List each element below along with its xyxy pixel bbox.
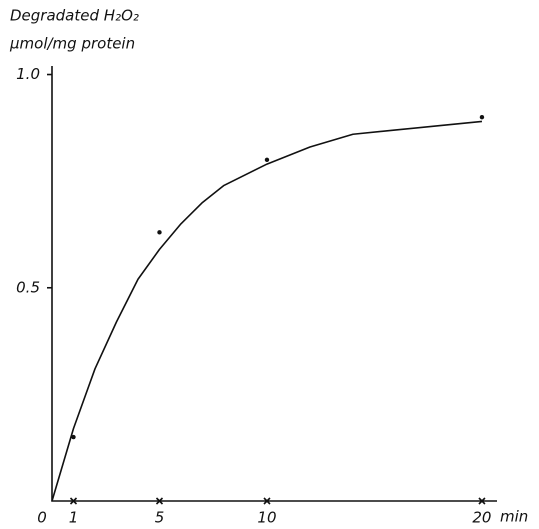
data-point <box>71 434 76 440</box>
data-point <box>264 157 270 163</box>
x-axis-unit: min <box>500 508 528 526</box>
y-axis-title: µmol/mg protein <box>9 35 135 53</box>
x-tick <box>478 497 486 505</box>
x-tick-label: 1 <box>69 509 79 527</box>
y-tick-label: 1.0 <box>16 65 40 83</box>
data-point <box>157 230 162 235</box>
x-tick-label: 10 <box>257 509 276 527</box>
y-axis-title: Degradated H₂O₂ <box>10 7 139 25</box>
axes <box>51 66 497 502</box>
x-tick-label: 5 <box>155 509 165 527</box>
fit-curve <box>51 120 483 502</box>
y-tick-label: 0.5 <box>16 278 40 296</box>
data-point <box>479 114 485 120</box>
x-tick <box>263 497 271 505</box>
x-tick <box>155 497 164 505</box>
x-tick-label: 0 <box>37 509 47 527</box>
x-tick <box>69 497 78 505</box>
x-tick-label: 20 <box>472 509 491 527</box>
